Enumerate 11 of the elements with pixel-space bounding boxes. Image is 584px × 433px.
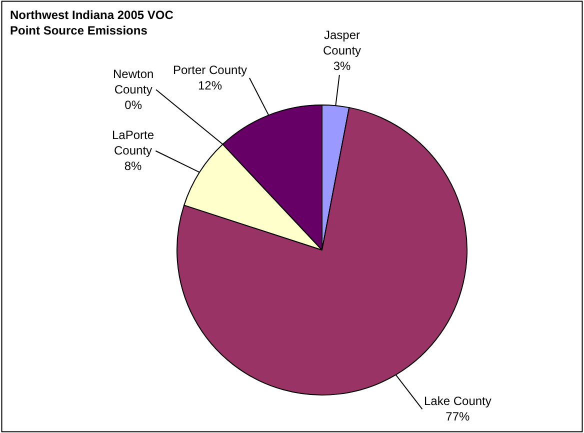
chart-title: Northwest Indiana 2005 VOC Point Source Emissions — [10, 8, 174, 38]
data-label: 8% — [124, 159, 142, 174]
data-label: 77% — [446, 410, 470, 424]
slice-label: Porter County — [173, 63, 248, 77]
slice-label: Lake County — [424, 394, 492, 408]
text: 0% — [124, 98, 142, 112]
data-label: 12% — [198, 78, 222, 93]
slice-label: LaPorte County — [112, 128, 154, 158]
category-label: Newton County — [113, 67, 154, 97]
data-label: 3% — [333, 59, 352, 74]
slice-label: Jasper County — [323, 28, 362, 58]
